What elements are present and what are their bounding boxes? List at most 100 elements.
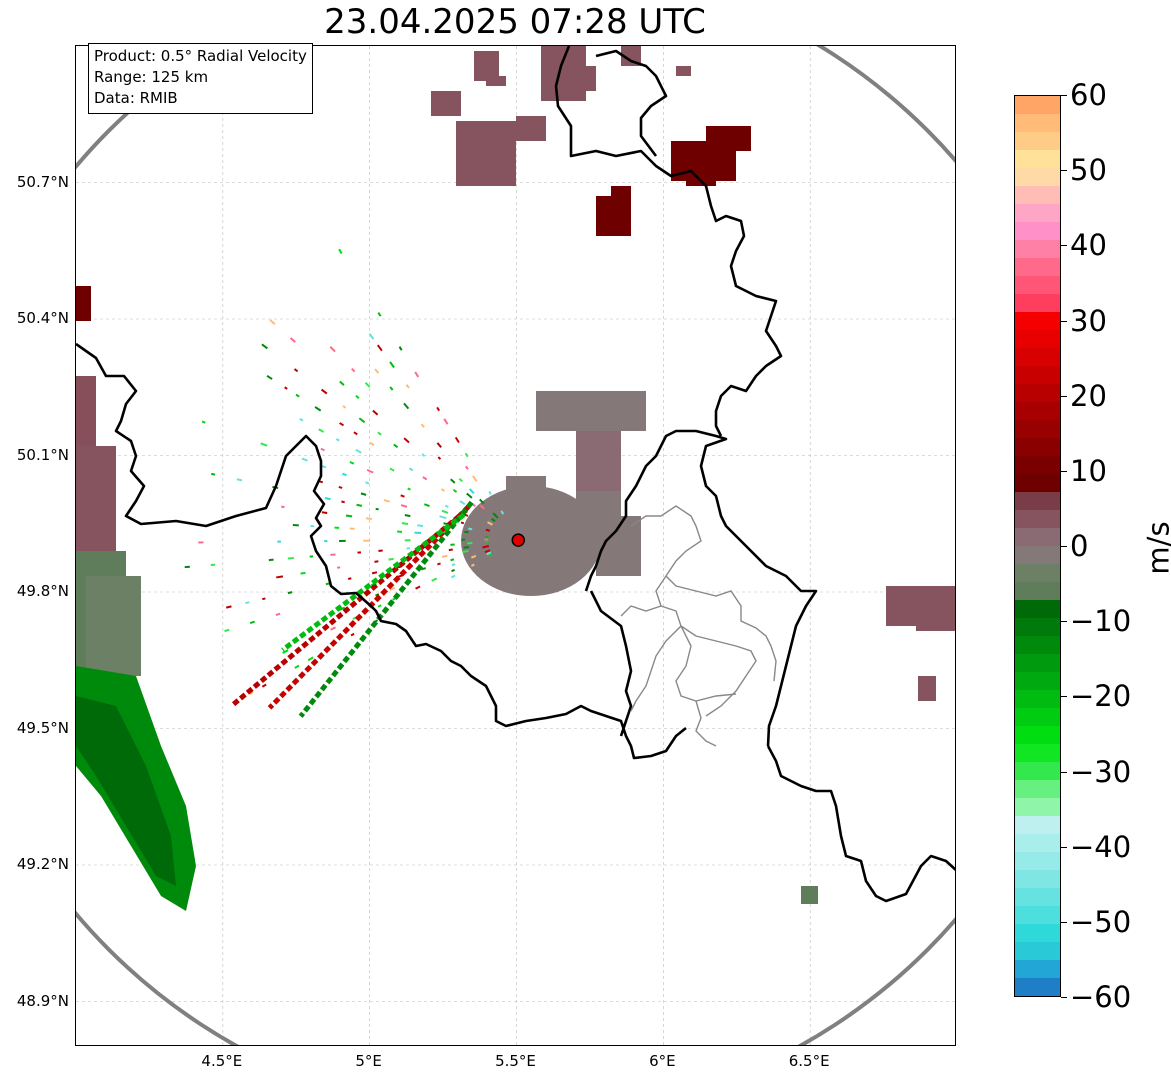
velocity-gate <box>269 319 276 326</box>
velocity-gate <box>310 525 315 528</box>
velocity-gate <box>467 541 473 545</box>
lon-tick-label: 5.5°E <box>495 1052 536 1070</box>
country-borders <box>76 46 955 903</box>
velocity-gate <box>375 507 379 511</box>
velocity-gate <box>485 536 489 539</box>
velocity-gate <box>487 521 493 526</box>
velocity-gate <box>299 417 304 422</box>
source-line: Data: RMIB <box>94 89 178 107</box>
velocity-ray <box>281 512 466 653</box>
velocity-gate <box>440 488 446 492</box>
velocity-gate <box>321 511 328 514</box>
velocity-gate <box>358 417 366 424</box>
border-lux <box>584 429 818 747</box>
velocity-gate <box>407 487 411 491</box>
velocity-gate <box>309 555 314 558</box>
velocity-gate <box>383 499 390 503</box>
velocity-gate <box>294 664 300 669</box>
colorbar-tick-label: 0 <box>1070 529 1089 563</box>
velocity-gate <box>287 556 294 560</box>
colorbar-tick-label: −60 <box>1070 980 1132 1014</box>
border-lux-west <box>589 590 633 737</box>
colorbar-tick <box>1061 470 1067 472</box>
velocity-gate <box>355 448 362 454</box>
velocity-gate <box>389 386 394 391</box>
lat-tick-label: 49.2°N <box>16 855 69 873</box>
velocity-gate <box>374 368 380 374</box>
velocity-gate <box>368 333 375 340</box>
velocity-gate <box>374 560 379 563</box>
radar-site-marker <box>511 533 526 547</box>
velocity-gate <box>450 478 456 484</box>
velocity-gate <box>441 509 449 514</box>
echo-center <box>461 391 646 596</box>
velocity-gate <box>351 367 356 373</box>
velocity-gate <box>461 538 466 541</box>
colorbar-tick-label: 10 <box>1070 453 1107 488</box>
velocity-gate <box>423 503 430 507</box>
colorbar-unit: m/s <box>1141 521 1171 575</box>
velocity-gate <box>211 472 216 476</box>
velocity-gate <box>388 557 394 561</box>
border-west <box>76 342 687 760</box>
colorbar-tick-label: 60 <box>1070 78 1107 112</box>
velocity-gate <box>403 437 410 444</box>
velocity-gate <box>345 514 353 518</box>
velocity-gate <box>468 488 475 495</box>
velocity-gate <box>420 423 425 428</box>
velocity-gate <box>275 612 281 617</box>
colorbar-tick <box>1061 546 1067 547</box>
velocity-gate <box>462 549 469 554</box>
colorbar-tick <box>1061 395 1067 397</box>
echo-west <box>76 376 196 911</box>
velocity-gate <box>330 626 337 631</box>
velocity-gate <box>451 568 455 573</box>
velocity-gate <box>466 492 473 499</box>
lat-tick-label: 48.9°N <box>16 991 69 1010</box>
velocity-gate <box>184 565 190 569</box>
velocity-gate <box>210 563 216 566</box>
range-line: Range: 125 km <box>94 68 209 86</box>
velocity-gate <box>459 500 466 506</box>
velocity-gate <box>268 558 274 562</box>
velocity-gate <box>357 551 362 554</box>
velocity-gate <box>341 500 345 504</box>
velocity-gate <box>468 527 473 531</box>
velocity-gate <box>472 475 478 482</box>
velocity-gate <box>450 574 456 579</box>
colorbar-tick-label: −50 <box>1070 904 1132 939</box>
velocity-gate <box>417 524 424 528</box>
velocity-gate <box>342 472 347 477</box>
velocity-gate <box>400 494 405 498</box>
velocity-gate <box>401 522 409 526</box>
velocity-gate <box>349 461 355 465</box>
velocity-rays <box>184 248 505 718</box>
product-line: Product: 0.5° Radial Velocity <box>94 47 307 65</box>
velocity-gate <box>318 428 325 433</box>
velocity-colorbar <box>1014 95 1061 997</box>
velocity-gate <box>329 346 336 353</box>
velocity-gate <box>484 540 489 543</box>
velocity-gate <box>349 527 355 530</box>
colorbar-tick-label: −40 <box>1070 829 1132 864</box>
colorbar-tick <box>1061 95 1067 96</box>
velocity-gate <box>443 418 449 425</box>
velocity-gate <box>452 488 458 493</box>
colorbar-tick <box>1061 696 1067 698</box>
echo-north <box>431 46 691 186</box>
velocity-gate <box>201 420 206 424</box>
velocity-gate <box>353 431 358 436</box>
velocity-gate <box>444 504 449 508</box>
velocity-gate <box>403 402 410 410</box>
colorbar-tick-label: 50 <box>1070 153 1107 188</box>
velocity-gate <box>360 492 367 496</box>
velocity-gate <box>225 605 232 609</box>
velocity-gate <box>282 649 289 654</box>
velocity-gate <box>338 485 343 489</box>
velocity-gate <box>414 371 420 378</box>
velocity-gate <box>261 683 267 688</box>
velocity-gate <box>389 361 395 369</box>
radar-map[interactable] <box>75 45 956 1046</box>
velocity-gate <box>334 526 340 529</box>
velocity-gate <box>372 409 379 416</box>
